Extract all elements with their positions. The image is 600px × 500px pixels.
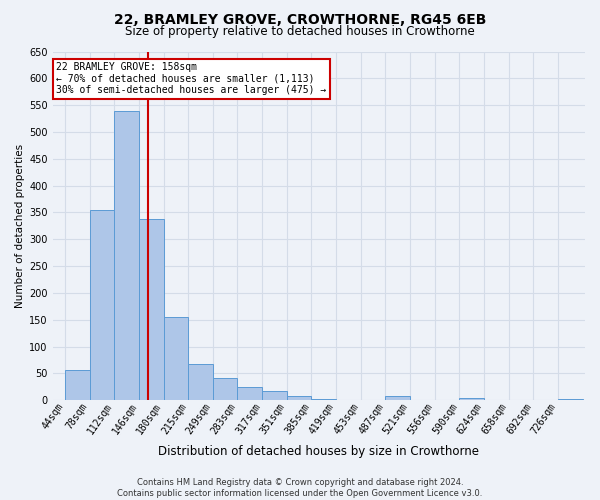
Bar: [114, 110, 139, 400]
Bar: [287, 396, 311, 400]
Text: Contains HM Land Registry data © Crown copyright and database right 2024.
Contai: Contains HM Land Registry data © Crown c…: [118, 478, 482, 498]
Bar: [188, 364, 213, 400]
Bar: [65, 370, 89, 400]
Bar: [139, 219, 164, 400]
Bar: [311, 399, 336, 400]
X-axis label: Distribution of detached houses by size in Crowthorne: Distribution of detached houses by size …: [158, 444, 479, 458]
Bar: [262, 390, 287, 400]
Bar: [385, 396, 410, 400]
Bar: [89, 210, 114, 400]
Text: Size of property relative to detached houses in Crowthorne: Size of property relative to detached ho…: [125, 25, 475, 38]
Y-axis label: Number of detached properties: Number of detached properties: [15, 144, 25, 308]
Bar: [238, 388, 262, 400]
Bar: [164, 317, 188, 400]
Bar: [558, 399, 583, 400]
Text: 22, BRAMLEY GROVE, CROWTHORNE, RG45 6EB: 22, BRAMLEY GROVE, CROWTHORNE, RG45 6EB: [114, 12, 486, 26]
Bar: [213, 378, 238, 400]
Text: 22 BRAMLEY GROVE: 158sqm
← 70% of detached houses are smaller (1,113)
30% of sem: 22 BRAMLEY GROVE: 158sqm ← 70% of detach…: [56, 62, 326, 96]
Bar: [460, 398, 484, 400]
